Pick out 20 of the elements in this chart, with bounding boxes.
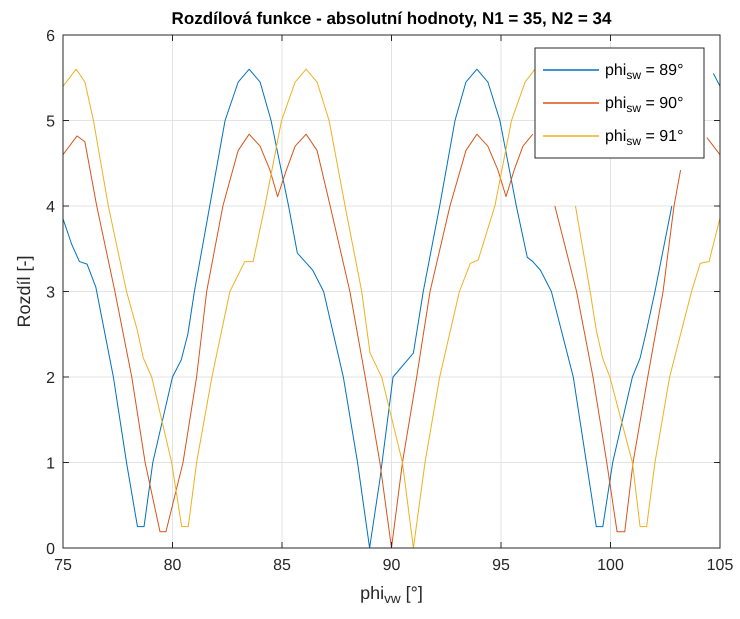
y-tick-label: 5	[46, 114, 56, 130]
chart-title: Rozdílová funkce - absolutní hodnoty, N1 = 35, N2 = 34	[172, 9, 612, 28]
x-axis-title: phi$_{vw}$ [°]	[360, 583, 423, 606]
y-tick-label: 6	[46, 28, 56, 45]
x-tick-label: 95	[492, 557, 510, 574]
y-tick-label: 4	[46, 199, 56, 216]
x-tick-label: 100	[597, 557, 624, 574]
x-tick-label: 105	[706, 557, 734, 574]
legend-label: phi$_{sw}$ = 89°	[605, 62, 684, 82]
y-axis-title: Rozdíl [-]	[14, 255, 34, 328]
y-tick-label: 1	[46, 456, 56, 472]
x-tick-label: 75	[54, 557, 72, 574]
y-tick-label: 2	[46, 370, 56, 387]
legend-label: phi$_{sw}$ = 91°	[605, 128, 684, 148]
x-tick-label: 85	[273, 557, 291, 574]
x-tick-label: 90	[382, 557, 400, 574]
y-tick-label: 3	[46, 284, 56, 302]
y-tick-label: 0	[46, 541, 56, 558]
legend-label: phi$_{sw}$ = 90°	[605, 95, 684, 115]
x-tick-label: 80	[164, 557, 182, 574]
